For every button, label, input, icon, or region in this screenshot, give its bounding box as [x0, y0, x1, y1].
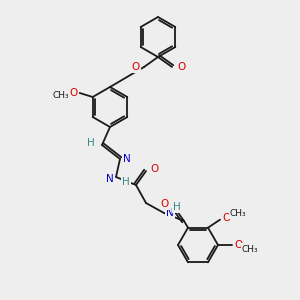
Text: N: N: [106, 174, 114, 184]
Text: O: O: [177, 62, 185, 72]
Text: H: H: [87, 138, 95, 148]
Text: O: O: [132, 62, 140, 72]
Text: N: N: [166, 208, 174, 218]
Text: O: O: [69, 88, 78, 98]
Text: CH₃: CH₃: [230, 209, 247, 218]
Text: O: O: [222, 213, 230, 223]
Text: O: O: [150, 164, 158, 174]
Text: O: O: [234, 240, 242, 250]
Text: CH₃: CH₃: [242, 244, 259, 253]
Text: H: H: [122, 177, 130, 187]
Text: CH₃: CH₃: [52, 91, 69, 100]
Text: N: N: [123, 154, 131, 164]
Text: H: H: [173, 202, 181, 212]
Text: O: O: [161, 199, 169, 209]
